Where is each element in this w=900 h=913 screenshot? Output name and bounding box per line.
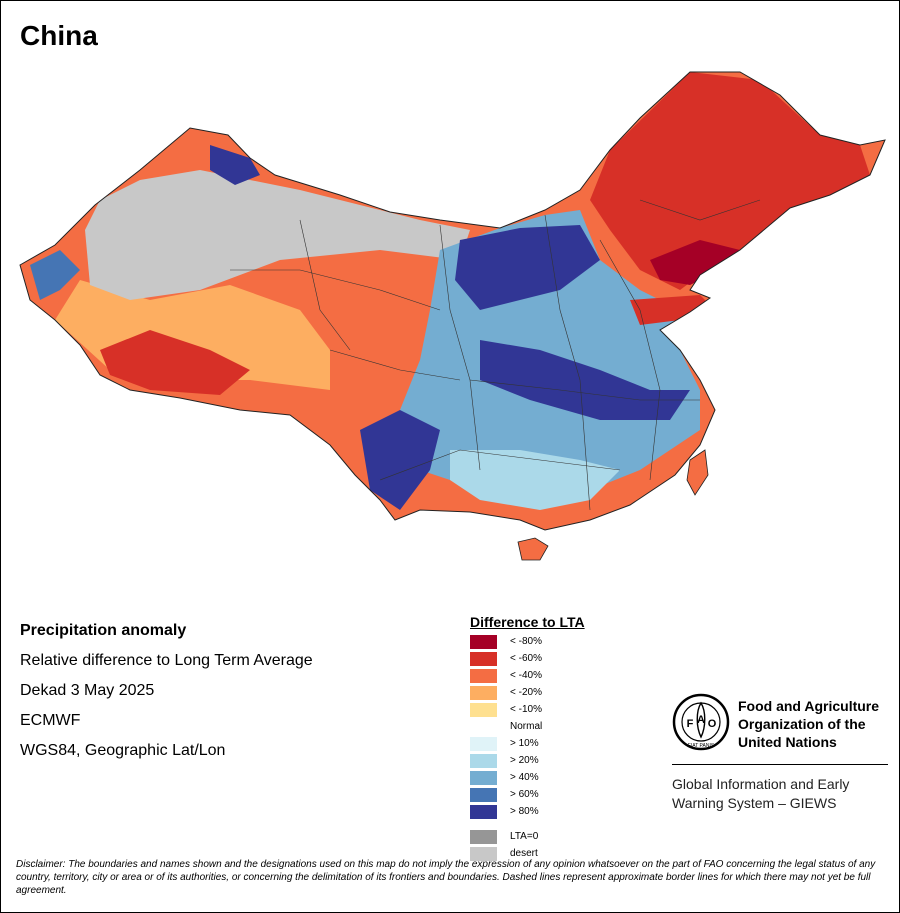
legend-item-gt-80: > 80% xyxy=(470,804,670,821)
legend-swatch xyxy=(470,805,497,819)
fao-divider xyxy=(672,764,888,765)
legend-label: Normal xyxy=(510,721,543,732)
legend-label: < -10% xyxy=(510,704,542,715)
legend-item-lta-zero: LTA=0 xyxy=(470,829,670,846)
northeast-very-dry xyxy=(590,72,870,290)
legend: Difference to LTA < -80% < -60% < -40% <… xyxy=(470,614,670,863)
legend-item-gt-60: > 60% xyxy=(470,787,670,804)
fao-logo-letter-f: F xyxy=(687,718,694,730)
legend-swatch xyxy=(470,788,497,802)
tibet-south-very-dry xyxy=(100,330,250,395)
legend-label: desert xyxy=(510,848,538,859)
info-source: ECMWF xyxy=(20,712,81,729)
legend-title: Difference to LTA xyxy=(470,614,585,630)
legend-label: < -80% xyxy=(510,636,542,647)
legend-swatch xyxy=(470,830,497,844)
giews-label: Global Information and Early Warning Sys… xyxy=(672,775,888,813)
fao-organization-name: Food and Agriculture Organization of the… xyxy=(738,697,898,751)
northeast-extreme-dry xyxy=(650,240,740,285)
legend-swatch xyxy=(470,737,497,751)
legend-swatch xyxy=(470,635,497,649)
west-wet-patch xyxy=(30,250,80,300)
legend-item-lt-60: < -60% xyxy=(470,651,670,668)
legend-swatch xyxy=(470,652,497,666)
info-period: Dekad 3 May 2025 xyxy=(20,682,155,699)
disclaimer: Disclaimer: The boundaries and names sho… xyxy=(16,859,876,896)
legend-item-gt-10: > 10% xyxy=(470,736,670,753)
legend-item-lt-80: < -80% xyxy=(470,634,670,651)
legend-item-gt-40: > 40% xyxy=(470,770,670,787)
legend-swatch xyxy=(470,669,497,683)
giews-line: Global Information and Early xyxy=(672,776,850,792)
central-very-wet xyxy=(480,340,690,420)
map-title: China xyxy=(20,20,98,51)
province-boundaries xyxy=(230,199,761,511)
legend-swatch xyxy=(470,686,497,700)
yunnan-very-wet xyxy=(360,410,440,510)
china-precipitation-map xyxy=(19,71,886,561)
legend-label: > 20% xyxy=(510,755,539,766)
legend-swatch xyxy=(470,771,497,785)
legend-swatch xyxy=(470,847,497,861)
legend-label: < -40% xyxy=(510,670,542,681)
north-very-wet xyxy=(455,225,600,310)
giews-line: Warning System – GIEWS xyxy=(672,795,837,811)
northwest-wet-patch xyxy=(210,145,260,185)
legend-label: LTA=0 xyxy=(510,831,539,842)
fao-name-line: United Nations xyxy=(738,734,837,750)
fao-logo-letter-a: A xyxy=(697,714,705,726)
fao-name-line: Food and Agriculture xyxy=(738,698,880,714)
fao-logo-letter-o: O xyxy=(708,718,717,730)
fao-name-line: Organization of the xyxy=(738,716,866,732)
legend-item-desert: desert xyxy=(470,846,670,863)
info-projection: WGS84, Geographic Lat/Lon xyxy=(20,742,226,759)
legend-item-lt-10: < -10% xyxy=(470,702,670,719)
country-boundary xyxy=(19,71,886,531)
legend-label: > 10% xyxy=(510,738,539,749)
legend-swatch xyxy=(470,703,497,717)
hainan xyxy=(517,537,549,561)
map-info: Precipitation anomaly Relative differenc… xyxy=(20,621,313,771)
legend-item-lt-20: < -20% xyxy=(470,685,670,702)
legend-label: > 80% xyxy=(510,806,539,817)
desert-area xyxy=(85,170,470,300)
legend-item-gt-20: > 20% xyxy=(470,753,670,770)
precipitation-anomaly-layer xyxy=(20,72,885,530)
legend-label: > 40% xyxy=(510,772,539,783)
south-moderate-wet xyxy=(450,450,620,510)
legend-item-lt-40: < -40% xyxy=(470,668,670,685)
legend-label: < -20% xyxy=(510,687,542,698)
fao-logo-icon: F A O FIAT PANIS xyxy=(672,693,730,751)
legend-swatch xyxy=(470,720,497,734)
legend-label: > 60% xyxy=(510,789,539,800)
info-description: Relative difference to Long Term Average xyxy=(20,652,313,669)
taiwan xyxy=(686,449,709,496)
legend-label: < -60% xyxy=(510,653,542,664)
info-product: Precipitation anomaly xyxy=(20,622,187,639)
legend-swatch xyxy=(470,754,497,768)
legend-item-normal: Normal xyxy=(470,719,670,736)
fao-logo-motto: FIAT PANIS xyxy=(688,743,715,749)
shandong-very-dry xyxy=(630,295,710,325)
